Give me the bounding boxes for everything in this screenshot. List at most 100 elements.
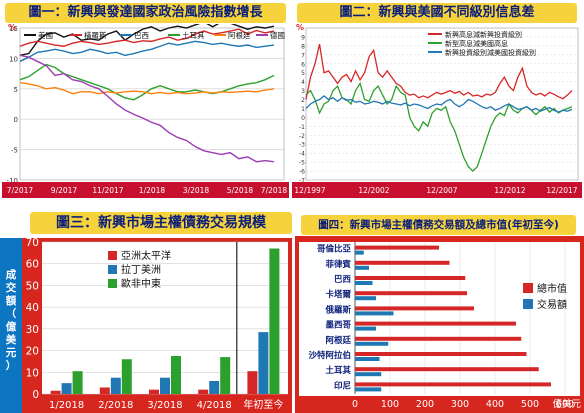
chart4-bar-0 — [355, 382, 551, 387]
chart4-category-label: 卡塔爾 — [325, 289, 351, 300]
chart2-x-axis-band — [292, 182, 582, 198]
chart3-x-tick-label: 3/2018 — [147, 400, 182, 411]
chart1-series-line-4 — [19, 82, 275, 95]
chart3-bar-0 — [198, 389, 209, 394]
chart1-y-tick-label: 0 — [14, 116, 18, 124]
chart2-y-tick-label: -7 — [299, 178, 305, 185]
chart2-y-tick-label: 3 — [301, 88, 305, 95]
chart3-x-tick-label: 1/2018 — [49, 400, 84, 411]
chart3-bar-1 — [61, 383, 72, 394]
chart2-legend-label: 新型高息減美國高息 — [445, 39, 508, 48]
chart3-ylabel-char: ） — [6, 359, 17, 372]
chart1-x-tick-label: 9/2017 — [51, 186, 78, 195]
chart3-bar-1 — [209, 380, 220, 394]
chart4-legend-swatch — [523, 299, 533, 309]
chart4-category-label: 印尼 — [334, 380, 352, 391]
chart3-bar-1 — [258, 332, 269, 394]
chart4-title: 圖四：新興市場主權債務交易額及總市值(年初至今) — [301, 215, 576, 235]
chart4-legend-label: 交易額 — [537, 298, 567, 311]
chart4-x-tick-label: 500 — [521, 399, 539, 410]
chart1-series-line-5 — [19, 54, 275, 163]
chart2-x-tick-label: 12/1997 — [294, 186, 325, 195]
chart4-x-tick-label: 400 — [486, 399, 504, 410]
chart3-bar-1 — [160, 377, 170, 394]
chart1-series-line-0 — [19, 24, 275, 57]
chart4-bar-0 — [355, 291, 467, 296]
chart3-ylabel-char: 億 — [6, 320, 17, 333]
chart3-y-tick-label: 10 — [26, 367, 39, 379]
chart3-bar-1 — [110, 377, 121, 394]
chart4-category-label: 菲律賓 — [325, 259, 351, 270]
chart4-x-tick-label: 200 — [416, 399, 434, 410]
chart4-legend-swatch — [523, 283, 533, 293]
chart4-x-tick-label: 300 — [451, 399, 469, 410]
chart4-bar-0 — [355, 352, 527, 356]
chart1-legend-label: 美國 — [38, 30, 53, 40]
chart1-x-tick-label: 1/2018 — [139, 186, 166, 195]
chart2-y-tick-label: 0 — [301, 115, 305, 122]
chart4-category-label: 阿根廷 — [325, 335, 351, 346]
chart1-svg: 15 10 5 0 -5 -10% 7/2017 9/2017 11/2017 1/2018 3/2… — [2, 24, 289, 198]
chart4-x-tick-label: 600 — [556, 399, 574, 410]
chart4-x-tick-label: 100 — [381, 399, 399, 410]
chart1-y-tick-label: 15 — [9, 25, 18, 33]
chart4-bar-1 — [355, 296, 376, 301]
chart4-bar-0 — [355, 306, 474, 311]
chart2-y-tick-label: 7 — [301, 52, 305, 59]
chart3-y-tick-label: 40 — [26, 302, 39, 314]
chart1-panel: 圖一：新興與發達國家政治風險指數增長 15 10 5 0 -5 -10% 7/2017 9/2… — [2, 2, 289, 207]
chart4-x-axis-label: 億美元 — [552, 398, 581, 410]
chart2-title: 圖二：新興與美國不同級別信息差 — [297, 3, 577, 23]
chart1-x-tick-label: 11/2017 — [92, 186, 123, 195]
chart4-bar-0 — [355, 336, 522, 341]
chart1-legend-label: 德國 — [270, 30, 285, 40]
chart3-y-tick-label: 50 — [26, 280, 39, 292]
chart1-series-line-2 — [19, 40, 275, 63]
chart1-legend-label: 阿根廷 — [228, 30, 251, 40]
chart4-bar-1 — [355, 341, 389, 346]
chart2-panel: 圖二：新興與美國不同級別信息差 9 8 7 6 5 4 3 2 1 0 -1 -2 -3 -4 -5 -6 -7… — [292, 2, 582, 207]
chart2-series-line-0 — [305, 43, 573, 100]
chart4-category-label: 土耳其 — [325, 365, 351, 376]
chart4-bar-1 — [355, 281, 373, 285]
chart4-x-tick-label: 0 — [352, 399, 358, 410]
chart2-x-tick-label: 12/2017 — [546, 186, 577, 195]
chart2-y-tick-label: 4 — [301, 79, 305, 86]
chart3-y-tick-label: 30 — [26, 324, 39, 336]
chart3-legend-swatch — [108, 251, 117, 260]
chart1-unit-label: % — [8, 24, 16, 32]
chart3-title: 圖三：新興市場主權債務交易規模 — [30, 212, 292, 234]
chart2-x-tick-label: 12/2002 — [358, 186, 389, 195]
chart1-x-tick-label: 3/2018 — [183, 186, 210, 195]
chart2-y-tick-label: 8 — [301, 43, 305, 50]
chart2-x-tick-label: 12/2012 — [494, 186, 525, 195]
chart4-bar-0 — [355, 367, 539, 372]
chart3-bar-0 — [247, 371, 258, 394]
chart3-y-tick-label: 70 — [26, 237, 39, 249]
chart2-unit-label: % — [296, 24, 304, 32]
chart1-title: 圖一：新興與發達國家政治風險指數增長 — [5, 3, 286, 23]
chart4-bar-0 — [355, 276, 466, 280]
chart1-series-line-1 — [19, 28, 275, 47]
chart3-bar-2 — [269, 248, 280, 394]
chart3-plot-area — [42, 242, 288, 394]
chart2-series-line-2 — [305, 95, 573, 113]
chart4-panel: 圖四：新興市場主權債務交易額及總市值(年初至今) 0 100 200 300 400 50… — [295, 214, 584, 413]
chart4-category-label: 哥倫比亞 — [317, 244, 352, 255]
chart4-bar-1 — [355, 265, 369, 270]
chart2-y-tick-label: 1 — [301, 106, 305, 113]
chart2-y-tick-label: -5 — [299, 160, 305, 167]
chart4-bar-0 — [355, 260, 450, 265]
chart4-bar-0 — [355, 321, 516, 326]
chart2-y-tick-label: 6 — [301, 61, 305, 68]
chart2-y-tick-label: 9 — [301, 34, 305, 41]
chart4-bar-1 — [355, 326, 376, 331]
chart1-legend-label: 土耳其 — [182, 30, 205, 40]
chart1-x-axis-band — [2, 182, 289, 198]
chart4-bar-0 — [355, 245, 439, 250]
chart4-category-label: 墨西哥 — [325, 320, 351, 331]
chart4-category-label: 巴西 — [334, 275, 352, 285]
chart3-ylabel-band — [0, 238, 22, 413]
chart3-ylabel-char: （ — [6, 307, 17, 320]
